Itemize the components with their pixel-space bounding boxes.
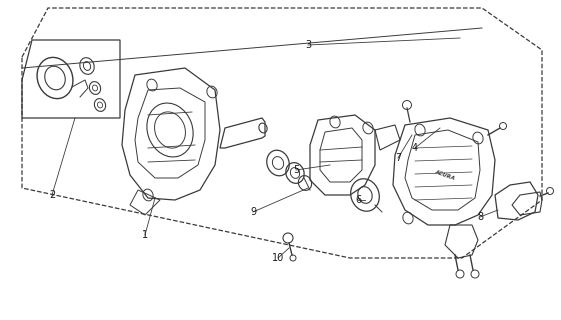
Text: 1: 1 bbox=[142, 230, 148, 240]
Text: 3: 3 bbox=[305, 40, 311, 50]
Text: 4: 4 bbox=[412, 143, 418, 153]
Text: 2: 2 bbox=[49, 190, 55, 200]
Text: 7: 7 bbox=[395, 153, 401, 163]
Text: 9: 9 bbox=[250, 207, 256, 217]
Text: 8: 8 bbox=[477, 212, 483, 222]
Text: 6: 6 bbox=[355, 195, 361, 205]
Text: ACURA: ACURA bbox=[434, 169, 456, 181]
Text: 5: 5 bbox=[293, 165, 299, 175]
Text: 10: 10 bbox=[272, 253, 284, 263]
